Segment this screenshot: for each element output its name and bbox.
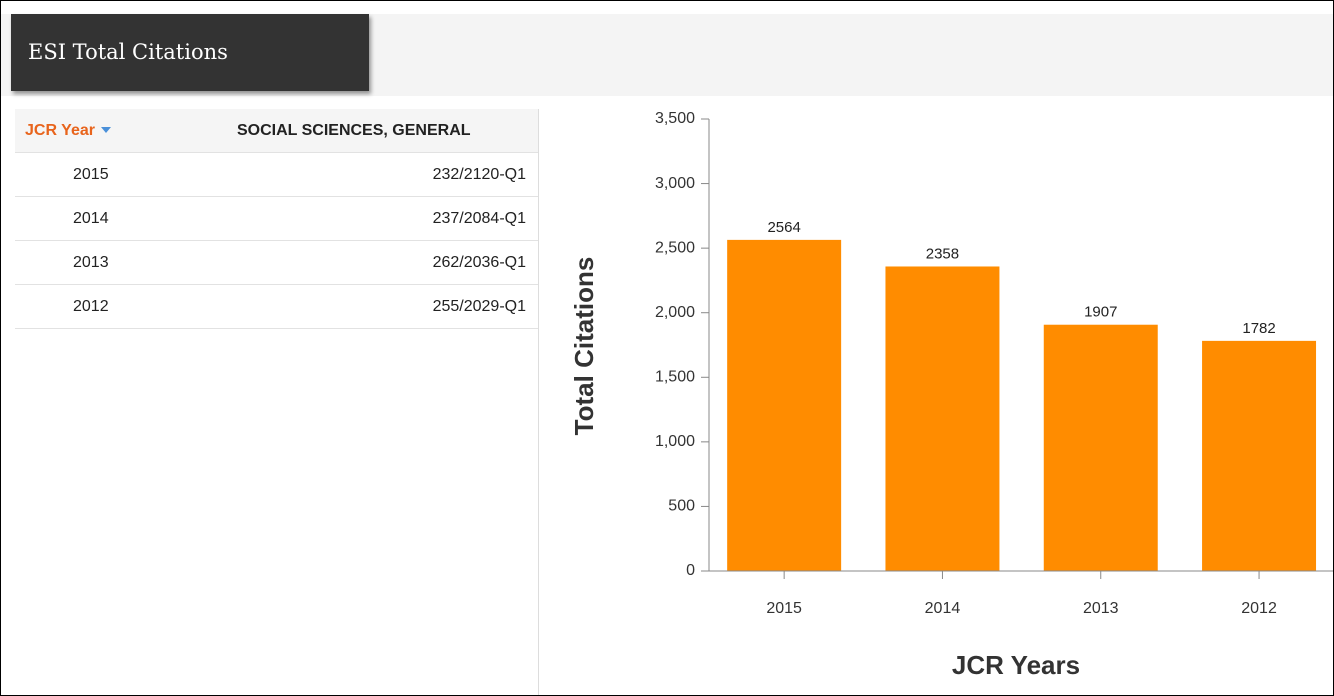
y-axis-label: Total Citations bbox=[569, 257, 599, 436]
rank-cell: 232/2120-Q1 bbox=[233, 152, 538, 197]
year-cell: 2012 bbox=[15, 284, 233, 329]
value-label: 2358 bbox=[926, 245, 959, 262]
rank-cell: 262/2036-Q1 bbox=[233, 240, 538, 285]
value-label: 1907 bbox=[1084, 304, 1117, 321]
value-label: 1782 bbox=[1242, 320, 1275, 337]
y-tick-label: 0 bbox=[686, 562, 695, 579]
bar bbox=[727, 239, 842, 571]
value-label: 2564 bbox=[767, 219, 800, 236]
year-cell: 2013 bbox=[15, 240, 233, 285]
table-row: 2014 237/2084-Q1 bbox=[15, 196, 538, 241]
year-cell: 2014 bbox=[15, 196, 233, 241]
bar bbox=[1202, 340, 1317, 571]
y-tick-label: 1,500 bbox=[655, 369, 695, 386]
x-tick-label: 2014 bbox=[925, 600, 961, 617]
sort-icon bbox=[100, 127, 111, 134]
table-row: 2015 232/2120-Q1 bbox=[15, 152, 538, 197]
rank-cell: 237/2084-Q1 bbox=[233, 196, 538, 241]
rank-table: JCR Year SOCIAL SCIENCES, GENERAL 2015 23… bbox=[15, 109, 538, 329]
x-tick-label: 2013 bbox=[1083, 600, 1119, 617]
x-axis-label: JCR Years bbox=[952, 650, 1080, 680]
y-tick-label: 1,000 bbox=[655, 433, 695, 450]
bar bbox=[885, 266, 1000, 571]
y-tick-label: 2,000 bbox=[655, 304, 695, 321]
y-tick-label: 3,500 bbox=[655, 110, 695, 127]
header-title: ESI Total Citations bbox=[28, 40, 228, 64]
x-tick-label: 2015 bbox=[766, 600, 802, 617]
column-header[interactable]: JCR Year bbox=[15, 109, 233, 153]
bar bbox=[1043, 324, 1158, 571]
divider bbox=[538, 109, 539, 695]
column-header: SOCIAL SCIENCES, GENERAL bbox=[233, 109, 538, 153]
y-tick-label: 3,000 bbox=[655, 175, 695, 192]
y-tick-label: 2,500 bbox=[655, 239, 695, 256]
year-cell: 2015 bbox=[15, 152, 233, 197]
column-title: JCR Year bbox=[25, 121, 95, 139]
header-tab: ESI Total Citations bbox=[11, 14, 369, 91]
table-header: JCR Year SOCIAL SCIENCES, GENERAL bbox=[15, 109, 538, 153]
y-tick-label: 500 bbox=[668, 498, 695, 515]
table-row: 2012 255/2029-Q1 bbox=[15, 284, 538, 329]
table-row: 2013 262/2036-Q1 bbox=[15, 240, 538, 285]
rank-cell: 255/2029-Q1 bbox=[233, 284, 538, 329]
x-tick-label: 2012 bbox=[1241, 600, 1277, 617]
